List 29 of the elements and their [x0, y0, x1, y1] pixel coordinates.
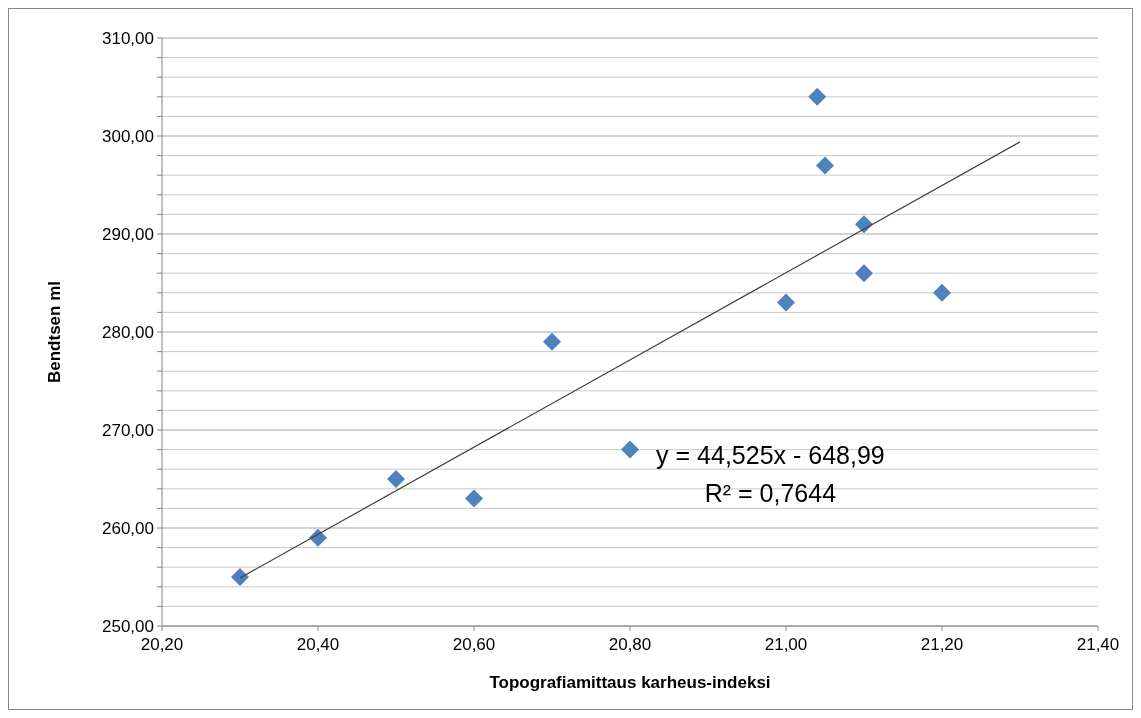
point — [465, 489, 483, 508]
annotation: y = 44,525x - 648,99 — [656, 441, 885, 470]
point — [621, 440, 639, 459]
x-tick-label: 21,00 — [764, 635, 808, 654]
point — [808, 87, 827, 106]
point — [933, 283, 951, 302]
y-tick-label: 310,00 — [102, 28, 154, 48]
x-tick-label: 20,60 — [452, 635, 496, 654]
point — [777, 293, 795, 312]
annotation: R² = 0,7644 — [704, 479, 837, 508]
point — [387, 470, 405, 488]
point — [543, 332, 561, 351]
x-tick-label: 20,80 — [608, 635, 652, 654]
x-tick-label: 20,20 — [140, 635, 184, 654]
point — [231, 568, 249, 586]
x-tick-label: 21,40 — [1076, 635, 1120, 654]
point — [816, 156, 834, 175]
y-tick-label: 260,00 — [102, 518, 154, 538]
point — [855, 264, 873, 283]
x-tick-label: 20,40 — [296, 635, 340, 654]
y-tick-label: 250,00 — [102, 616, 154, 636]
y-tick-label: 300,00 — [102, 126, 154, 146]
y-tick-label: 270,00 — [102, 420, 154, 440]
y-tick-label: 290,00 — [102, 224, 154, 244]
x-axis-title: Topografiamittaus karheus-indeksi — [489, 673, 771, 692]
y-tick-label: 280,00 — [102, 322, 154, 342]
point — [855, 215, 873, 234]
y-axis-title: Bendtsen ml — [45, 280, 64, 384]
x-tick-label: 21,20 — [920, 635, 964, 654]
